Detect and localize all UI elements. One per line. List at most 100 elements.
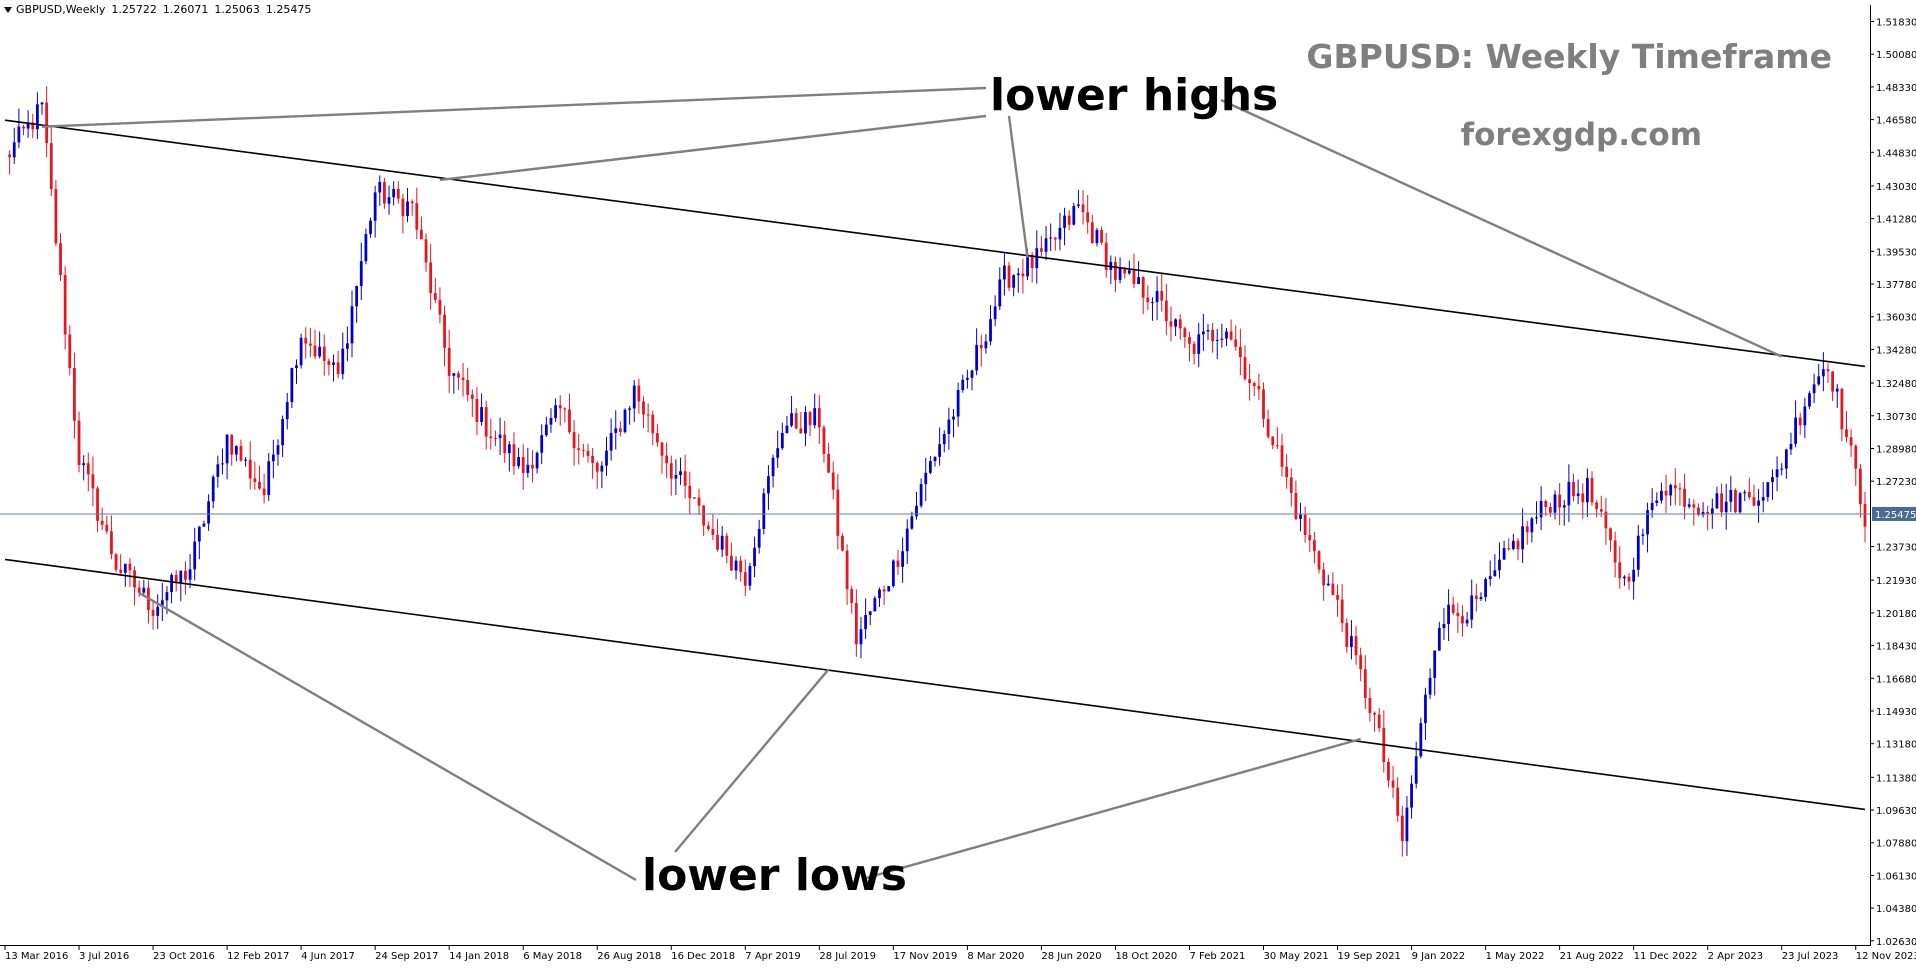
candle-body [586, 450, 590, 456]
candle-body [184, 570, 187, 580]
candle-body [965, 377, 969, 380]
y-tick-label: 1.41280 [1876, 215, 1916, 226]
candle-body [915, 505, 918, 517]
candle-body [1669, 484, 1673, 496]
pointer-lower-highs [41, 86, 987, 128]
dropdown-triangle-icon[interactable] [4, 7, 12, 13]
candle-body [1660, 490, 1663, 501]
candle-body [1734, 489, 1737, 513]
candle-body [216, 464, 220, 477]
candle-body [221, 463, 224, 465]
x-tick-label: 13 Mar 2016 [5, 951, 68, 962]
candle-body [267, 461, 271, 496]
candle-body [1854, 445, 1858, 469]
candle-body [1553, 494, 1557, 513]
y-tick-label: 1.30730 [1876, 412, 1916, 423]
y-tick-label: 1.20180 [1876, 609, 1916, 620]
candle-body [1243, 357, 1247, 380]
candle-body [369, 220, 372, 235]
candle-body [1502, 548, 1506, 560]
candle-body [1673, 484, 1677, 489]
x-tick-label: 18 Oct 2020 [1115, 951, 1177, 962]
candle-body [1548, 506, 1552, 513]
candle-body [804, 412, 807, 434]
candle-body [979, 345, 983, 349]
candle-body [1507, 548, 1511, 550]
candle-body [1655, 500, 1659, 503]
chart-info-bar: GBPUSD,Weekly 1.25722 1.26071 1.25063 1.2547… [4, 3, 317, 17]
candle-body [1387, 761, 1390, 781]
x-tick-label: 9 Jan 2022 [1412, 951, 1466, 962]
candle-body [1488, 576, 1492, 580]
candle-body [1169, 321, 1173, 327]
close-value: 1.25475 [265, 3, 312, 16]
candle-body [841, 535, 844, 551]
pointer-lower-highs [1007, 115, 1029, 258]
candle-body [614, 428, 618, 433]
x-tick-label: 2 Apr 2023 [1708, 951, 1763, 962]
candle-body [1609, 528, 1612, 541]
candle-body [1599, 509, 1603, 512]
candle-body [637, 385, 641, 402]
candle-body [313, 345, 317, 357]
candle-body [1821, 369, 1825, 377]
y-tick-label: 1.16680 [1876, 674, 1916, 685]
candle-body [975, 345, 979, 371]
candle-body [1326, 583, 1330, 586]
candle-body [378, 182, 382, 193]
candle-body [831, 472, 835, 490]
candle-body [364, 234, 368, 262]
y-tick-label: 1.04380 [1876, 904, 1916, 915]
candle-body [239, 445, 243, 461]
candle-body [1368, 697, 1372, 713]
candle-body [1530, 518, 1534, 533]
candle-body [438, 299, 442, 315]
current-price-layer: 1.25475 [0, 506, 1916, 521]
y-tick-label: 1.44830 [1876, 148, 1916, 159]
candle-body [1678, 488, 1682, 490]
candle-body [1035, 248, 1039, 269]
candle-body [253, 478, 257, 483]
x-tick-label: 30 May 2021 [1264, 951, 1329, 962]
candle-body [1521, 526, 1525, 550]
candle-body [1461, 616, 1464, 624]
chart-subtitle: forexgdp.com [1461, 117, 1702, 153]
trendlines-layer [4, 119, 1866, 811]
candle-body [1262, 389, 1265, 419]
candle-body [489, 436, 493, 438]
candle-body [1798, 417, 1802, 426]
candle-body [521, 456, 525, 473]
y-tick-label: 1.46580 [1876, 116, 1916, 127]
open-value: 1.25722 [111, 3, 157, 16]
candle-body [956, 390, 960, 417]
candle-body [669, 463, 673, 479]
candle-body [461, 377, 465, 380]
candle-body [424, 239, 428, 263]
candle-body [1414, 756, 1418, 784]
candle-body [248, 459, 252, 479]
candle-body [1697, 507, 1700, 515]
y-tick-label: 1.21930 [1876, 576, 1916, 587]
candle-body [318, 346, 322, 357]
candle-body [244, 459, 247, 461]
candle-body [910, 516, 914, 529]
candle-body [1511, 540, 1515, 550]
candle-body [679, 471, 682, 475]
candle-body [600, 465, 604, 472]
candle-body [1211, 329, 1215, 342]
candle-body [1775, 469, 1779, 478]
candle-body [1114, 261, 1117, 280]
y-tick-label: 1.37780 [1876, 280, 1916, 291]
candle-body [1206, 329, 1210, 332]
pointer-lower-lows [865, 737, 1361, 880]
candle-body [1715, 493, 1719, 509]
pointer-lower-highs [439, 114, 987, 182]
candle-body [568, 409, 571, 433]
candle-body [73, 367, 76, 421]
candle-body [1706, 512, 1710, 514]
candle-body [1794, 417, 1797, 444]
candle-body [355, 285, 359, 307]
candle-body [281, 419, 285, 446]
y-tick-label: 1.06130 [1876, 871, 1916, 882]
candle-body [1456, 612, 1460, 617]
